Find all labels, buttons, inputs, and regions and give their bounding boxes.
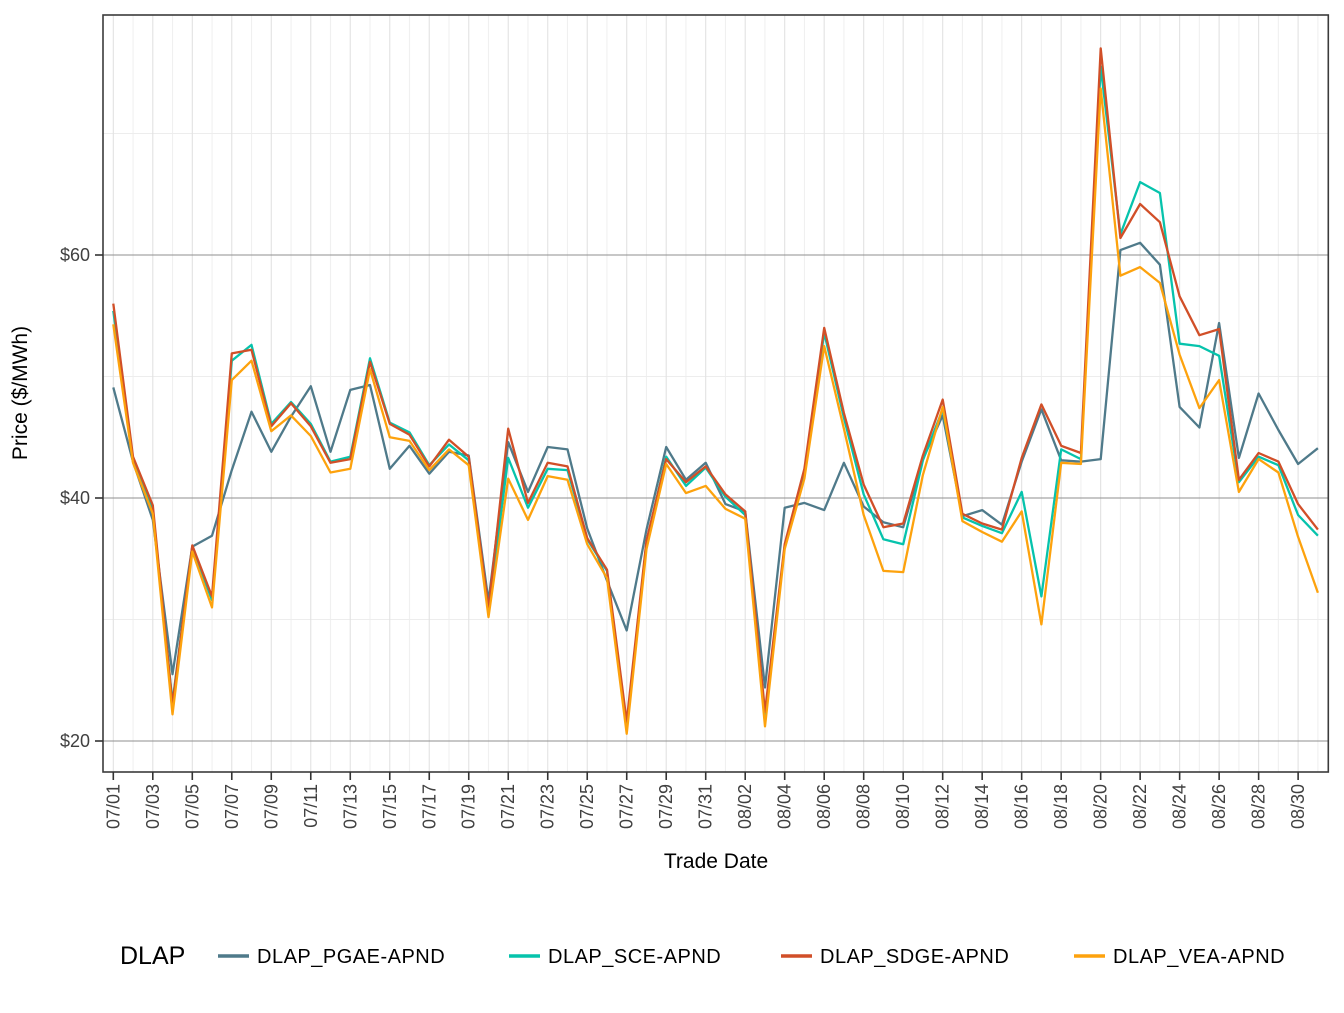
x-tick-label: 08/08 xyxy=(854,784,874,829)
major-gridlines xyxy=(103,15,1329,772)
x-tick-label: 08/20 xyxy=(1091,784,1111,829)
y-axis-title: Price ($/MWh) xyxy=(9,326,32,460)
x-tick-labels: 07/01 07/03 07/05 07/07 07/09 07/11 07/13 07/15… xyxy=(103,784,1308,829)
y-tick-labels: $20 $40 $60 xyxy=(60,245,90,751)
x-axis-title: Trade Date xyxy=(664,850,768,873)
legend-label-pgae: DLAP_PGAE-APND xyxy=(257,946,445,968)
x-tick-label: 07/29 xyxy=(656,784,676,829)
x-tick-label: 07/21 xyxy=(498,784,518,829)
legend-label-sdge: DLAP_SDGE-APND xyxy=(820,946,1009,968)
x-tick-label: 07/01 xyxy=(103,784,123,829)
y-tick-label: $60 xyxy=(60,245,90,265)
x-tick-label: 07/17 xyxy=(419,784,439,829)
x-tick-label: 08/24 xyxy=(1170,784,1190,829)
x-tick-label: 08/14 xyxy=(972,784,992,829)
legend-label-sce: DLAP_SCE-APND xyxy=(548,946,721,968)
x-tick-label: 08/04 xyxy=(775,784,795,829)
axis-ticks xyxy=(95,254,1299,780)
x-tick-label: 08/28 xyxy=(1249,784,1269,829)
legend-label-vea: DLAP_VEA-APND xyxy=(1113,946,1285,968)
minor-gridlines xyxy=(103,15,1329,772)
series-line-DLAP_PGAE-APND xyxy=(112,241,1319,689)
x-tick-label: 07/19 xyxy=(459,784,479,829)
x-tick-label: 07/11 xyxy=(301,784,321,828)
x-tick-label: 08/30 xyxy=(1288,784,1308,829)
x-tick-label: 08/18 xyxy=(1051,784,1071,829)
x-tick-label: 07/25 xyxy=(577,784,597,829)
x-tick-label: 07/07 xyxy=(222,784,242,829)
x-tick-label: 08/12 xyxy=(933,784,953,829)
series-line-DLAP_SCE-APND xyxy=(112,65,1319,728)
x-tick-label: 08/16 xyxy=(1012,784,1032,829)
legend-title: DLAP xyxy=(120,942,185,970)
x-tick-label: 08/22 xyxy=(1130,784,1150,829)
series-line-DLAP_VEA-APND xyxy=(112,87,1319,735)
x-tick-label: 07/15 xyxy=(380,784,400,829)
x-tick-label: 07/31 xyxy=(696,784,716,829)
x-tick-label: 07/09 xyxy=(261,784,281,829)
x-tick-label: 07/13 xyxy=(340,784,360,829)
x-tick-label: 08/26 xyxy=(1209,784,1229,829)
series-lines xyxy=(112,47,1319,735)
x-tick-label: 07/03 xyxy=(143,784,163,829)
x-tick-label: 08/02 xyxy=(735,784,755,829)
panel-border xyxy=(102,14,1330,773)
y-tick-label: $40 xyxy=(60,488,90,508)
legend: DLAP DLAP_PGAE-APND DLAP_SCE-APND DLAP_S… xyxy=(120,942,1285,970)
series-line-DLAP_SDGE-APND xyxy=(112,47,1319,723)
y-tick-label: $20 xyxy=(60,731,90,751)
x-tick-label: 07/05 xyxy=(182,784,202,829)
x-tick-label: 08/06 xyxy=(814,784,834,829)
x-tick-label: 07/27 xyxy=(617,784,637,829)
x-tick-label: 07/23 xyxy=(538,784,558,829)
x-tick-label: 08/10 xyxy=(893,784,913,829)
